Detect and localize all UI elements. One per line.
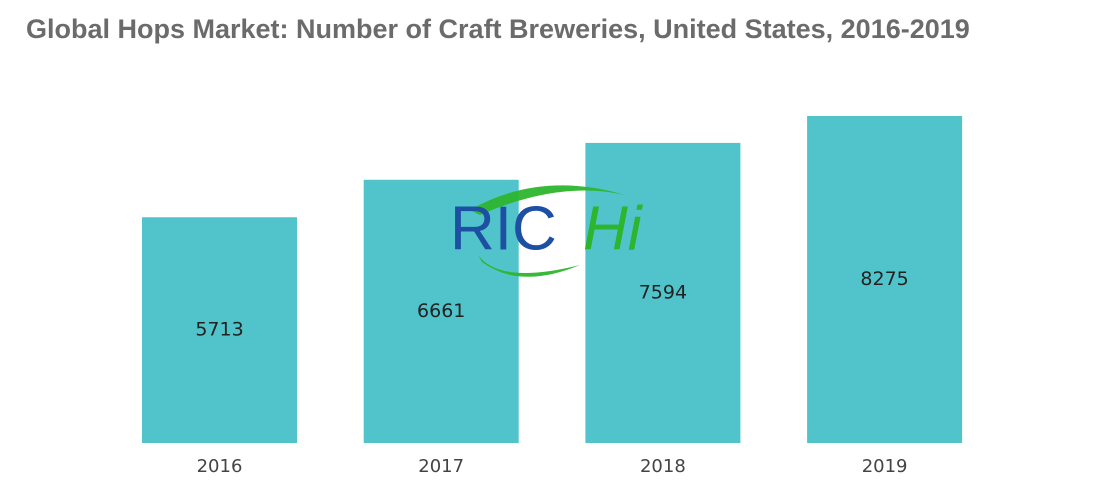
bar (585, 142, 741, 443)
x-tick-label: 2017 (418, 456, 464, 477)
watermark-swoosh (478, 255, 580, 277)
value-label: 5713 (195, 319, 243, 341)
x-tick-label: 2018 (640, 456, 686, 477)
value-label: 8275 (860, 268, 908, 290)
watermark-swoosh (470, 185, 625, 215)
chart-title: Global Hops Market: Number of Craft Brew… (26, 14, 970, 44)
bar (363, 179, 519, 443)
x-tick-label: 2016 (197, 456, 243, 477)
x-tick-label: 2019 (862, 456, 908, 477)
bar (142, 217, 297, 443)
watermark-text: RIC (450, 194, 557, 263)
value-label: 6661 (417, 300, 465, 322)
bar (807, 116, 963, 443)
value-label: 7594 (639, 281, 687, 303)
watermark-text: Hi (583, 194, 644, 263)
